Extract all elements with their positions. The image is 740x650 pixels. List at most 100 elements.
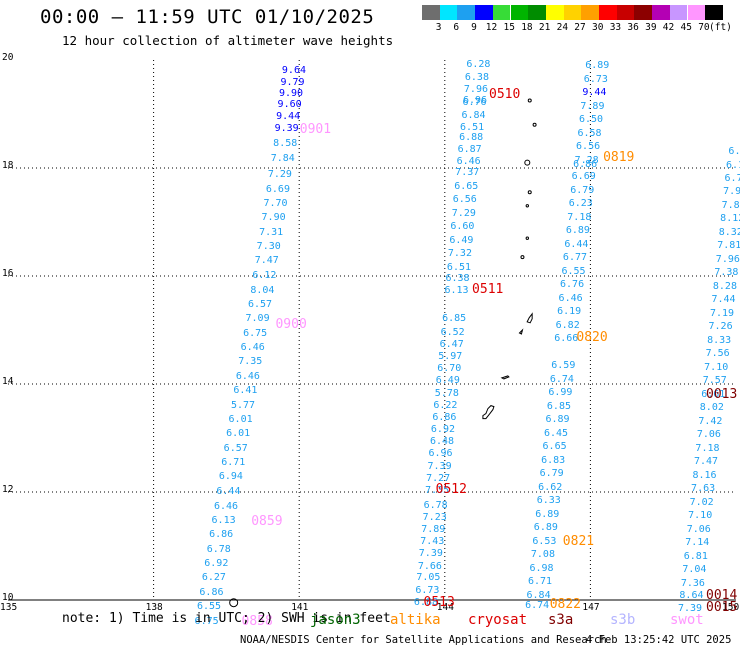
swh-value-label: 7.47 [254,255,279,267]
swh-value-label: 7.35 [425,484,450,496]
legend-bin-label: 70 [698,22,710,33]
swh-value-label: 6.51 [460,121,485,133]
timestamp-text: 4 Feb 13:25:42 UTC 2025 [586,634,732,646]
legend-swatch [422,5,440,20]
swh-value-label: 6.56 [452,194,477,206]
rota-outline [500,375,510,380]
pass-time-label: 0901 [299,122,332,138]
swh-value-label: 9.60 [277,99,302,111]
swh-value-label: 6.22 [433,399,458,411]
swh-value-label: 7.10 [704,361,729,373]
note-text: note: 1) Time is in UTC; 2) SWH is in fe… [62,611,391,626]
swh-value-label: 8.28 [712,280,737,292]
swh-value-label: 7.32 [447,248,472,260]
swh-value-label: 5.78 [434,387,459,399]
swh-value-label: 7.56 [705,348,730,360]
swh-value-label: 7.89 [580,100,605,112]
legend-swatch [616,5,635,20]
swh-value-label: 7.06 [696,429,721,441]
satellite-legend-swot: swot [670,612,704,628]
swh-value-label: 7.10 [688,510,713,522]
island-outline [229,598,239,608]
lon-tick-label: 150 [722,602,740,613]
swh-value-label: 8.12 [720,213,740,225]
swh-value-label: 7.27 [426,472,451,484]
swh-value-label: 7.43 [420,536,445,548]
swh-value-label: 7.39 [677,603,703,615]
legend-bin-label: 45 [680,22,692,33]
swh-value-label: 7.37 [455,167,480,179]
swh-value-label: 8.32 [718,226,740,238]
swh-value-label: 6.94 [218,471,243,483]
swh-value-label: 6.75 [194,615,219,627]
swh-value-label: 6.89 [533,522,558,534]
swh-value-label: 6.41 [233,385,258,397]
swh-value-label: 6.66 [554,333,579,345]
swh-value-label: 6.23 [568,198,593,210]
swh-value-label: 7.89 [421,523,446,535]
swh-value-label: 7.88 [721,199,740,211]
legend-swatch [510,5,529,20]
lat-tick-label: 14 [2,376,14,387]
swh-value-label: 7.31 [259,226,284,238]
swh-value-label: 6.73 [583,73,608,85]
swh-value-label: 7.47 [693,456,719,468]
swh-value-label: 7.08 [530,549,555,561]
swh-value-label: 6.89 [545,414,570,426]
swh-value-label: 6.87 [457,144,482,156]
swh-value-label: 6.46 [213,500,239,512]
swh-value-label: 6.46 [558,292,583,304]
swh-value-label: 6.52 [440,326,465,338]
swh-value-label: 7.09 [245,313,270,325]
guam-outline [482,405,495,420]
swh-value-label: 6.79 [570,184,595,196]
legend-bin-label: 6 [453,22,460,33]
swh-value-label: 6.84 [526,589,551,601]
swh-value-label: 6.78 [206,543,231,555]
swh-value-label: 6.45 [544,427,569,439]
legend-unit-label: (ft) [709,22,732,33]
swh-value-label: 6.13 [444,285,469,297]
swh-value-label: 7.36 [680,577,705,589]
legend-swatch [439,5,458,20]
legend-swatch [475,5,493,20]
swh-value-label: 6.4 [728,145,740,157]
swh-value-label: 8.04 [250,284,275,296]
island-outline [525,236,530,240]
swh-value-label: 7.81 [717,240,740,252]
swh-value-label: 6.65 [542,441,567,453]
legend-swatch [669,5,688,20]
legend-bin-label: 18 [521,22,533,33]
pass-time-label: 0013 [706,386,738,402]
swh-value-label: 6.13 [211,514,236,526]
legend-swatch [492,5,511,20]
swh-value-label: 6.73 [415,584,440,596]
swh-value-label: 6.58 [577,127,602,139]
swh-value-label: 6.38 [445,272,470,284]
lat-tick-label: 16 [2,268,14,279]
swh-value-label: 6.71 [527,576,553,588]
swh-value-label: 6.19 [557,306,582,318]
swh-value-label: 6.76 [462,97,487,109]
legend-bin-label: 21 [538,22,551,33]
pass-time-label: 0858 [241,613,273,629]
swh-value-label: 7.84 [270,153,295,165]
saipan-outline [526,312,533,324]
island-outline [525,204,530,208]
tinian-outline [518,328,524,335]
legend-swatch [705,5,723,20]
swh-value-label: 6.47 [439,339,464,351]
swh-value-label: 6.83 [541,454,566,466]
swh-value-label: 6.50 [578,114,604,126]
swh-value-label: 6.96 [462,94,488,106]
lat-tick-label: 18 [2,160,14,171]
swh-value-label: 6.01 [228,414,253,426]
pass-time-label: 0511 [472,281,504,297]
swh-value-label: 6.92 [430,423,455,435]
swh-value-label: 9.64 [281,64,306,76]
swh-value-label: 6.53 [532,535,557,547]
swh-value-label: 6.86 [199,586,224,598]
swh-value-label: 7.29 [267,169,292,181]
swh-value-label: 6.57 [223,442,248,454]
